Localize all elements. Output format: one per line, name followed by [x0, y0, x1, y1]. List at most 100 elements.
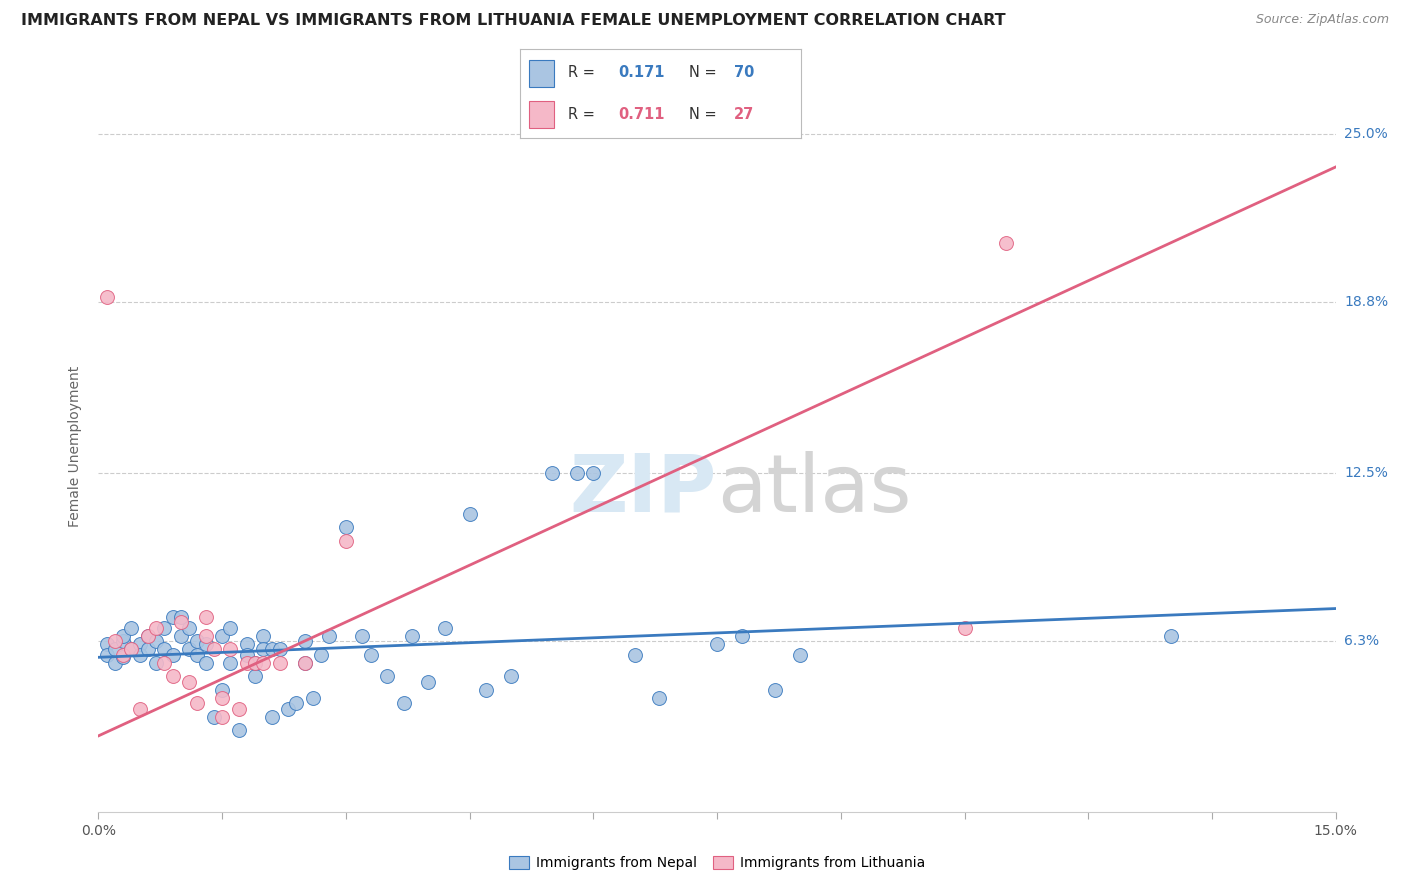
- Point: [112, 629, 135, 643]
- Point: [352, 629, 374, 643]
- Point: [211, 682, 233, 697]
- Point: [194, 656, 217, 670]
- Point: [582, 466, 605, 480]
- Point: [269, 656, 291, 670]
- Point: [128, 637, 150, 651]
- Point: [211, 629, 233, 643]
- Text: R =: R =: [568, 107, 599, 121]
- Point: [648, 690, 671, 705]
- Point: [565, 466, 588, 480]
- Point: [145, 656, 167, 670]
- Point: [179, 620, 201, 634]
- Point: [128, 648, 150, 662]
- Point: [953, 620, 976, 634]
- Point: [179, 642, 201, 657]
- Point: [236, 648, 259, 662]
- Point: [418, 674, 440, 689]
- Point: [153, 620, 176, 634]
- Point: [120, 620, 142, 634]
- Text: 18.8%: 18.8%: [1344, 295, 1388, 310]
- Point: [302, 690, 325, 705]
- Point: [112, 648, 135, 662]
- Text: N =: N =: [689, 107, 721, 121]
- Point: [1160, 629, 1182, 643]
- Point: [994, 235, 1017, 250]
- Point: [243, 656, 266, 670]
- Point: [541, 466, 564, 480]
- Point: [170, 615, 193, 629]
- Point: [318, 629, 340, 643]
- Point: [243, 669, 266, 683]
- Point: [194, 629, 217, 643]
- Legend: Immigrants from Nepal, Immigrants from Lithuania: Immigrants from Nepal, Immigrants from L…: [505, 852, 929, 874]
- Point: [392, 697, 415, 711]
- Point: [243, 656, 266, 670]
- Text: R =: R =: [568, 65, 599, 80]
- Point: [335, 520, 357, 534]
- Point: [202, 710, 225, 724]
- Point: [162, 609, 184, 624]
- Bar: [529, 60, 554, 87]
- Text: Source: ZipAtlas.com: Source: ZipAtlas.com: [1256, 13, 1389, 27]
- Point: [236, 656, 259, 670]
- Point: [458, 507, 481, 521]
- Point: [375, 669, 398, 683]
- Point: [294, 634, 316, 648]
- Point: [277, 702, 299, 716]
- Point: [252, 629, 274, 643]
- Text: ZIP: ZIP: [569, 450, 717, 529]
- Text: 70: 70: [734, 65, 754, 80]
- Point: [623, 648, 645, 662]
- Text: 12.5%: 12.5%: [1344, 467, 1388, 480]
- Text: N =: N =: [689, 65, 721, 80]
- Point: [269, 642, 291, 657]
- Point: [112, 634, 135, 648]
- Point: [120, 642, 142, 657]
- Y-axis label: Female Unemployment: Female Unemployment: [69, 366, 83, 526]
- Point: [228, 723, 250, 738]
- Text: IMMIGRANTS FROM NEPAL VS IMMIGRANTS FROM LITHUANIA FEMALE UNEMPLOYMENT CORRELATI: IMMIGRANTS FROM NEPAL VS IMMIGRANTS FROM…: [21, 13, 1005, 29]
- Point: [96, 637, 118, 651]
- Point: [211, 710, 233, 724]
- Point: [236, 637, 259, 651]
- Point: [706, 637, 728, 651]
- Point: [294, 656, 316, 670]
- Point: [211, 690, 233, 705]
- Point: [153, 642, 176, 657]
- Point: [104, 642, 127, 657]
- Point: [186, 634, 208, 648]
- Point: [202, 642, 225, 657]
- Point: [219, 620, 242, 634]
- Point: [96, 290, 118, 304]
- Point: [162, 648, 184, 662]
- Point: [112, 650, 135, 665]
- Point: [170, 609, 193, 624]
- Point: [789, 648, 811, 662]
- Point: [335, 533, 357, 548]
- Point: [104, 634, 127, 648]
- Point: [228, 702, 250, 716]
- Point: [104, 656, 127, 670]
- Point: [179, 674, 201, 689]
- Point: [145, 634, 167, 648]
- Point: [433, 620, 456, 634]
- Point: [136, 642, 159, 657]
- Point: [194, 609, 217, 624]
- Text: 25.0%: 25.0%: [1344, 128, 1388, 142]
- Point: [260, 642, 283, 657]
- Point: [252, 656, 274, 670]
- Point: [153, 656, 176, 670]
- Point: [309, 648, 332, 662]
- Text: 27: 27: [734, 107, 754, 121]
- Point: [260, 710, 283, 724]
- Text: atlas: atlas: [717, 450, 911, 529]
- Point: [194, 637, 217, 651]
- Point: [186, 648, 208, 662]
- Point: [136, 629, 159, 643]
- Text: 6.3%: 6.3%: [1344, 634, 1379, 648]
- Point: [136, 629, 159, 643]
- Point: [360, 648, 382, 662]
- Bar: [529, 101, 554, 128]
- Point: [170, 629, 193, 643]
- Point: [252, 642, 274, 657]
